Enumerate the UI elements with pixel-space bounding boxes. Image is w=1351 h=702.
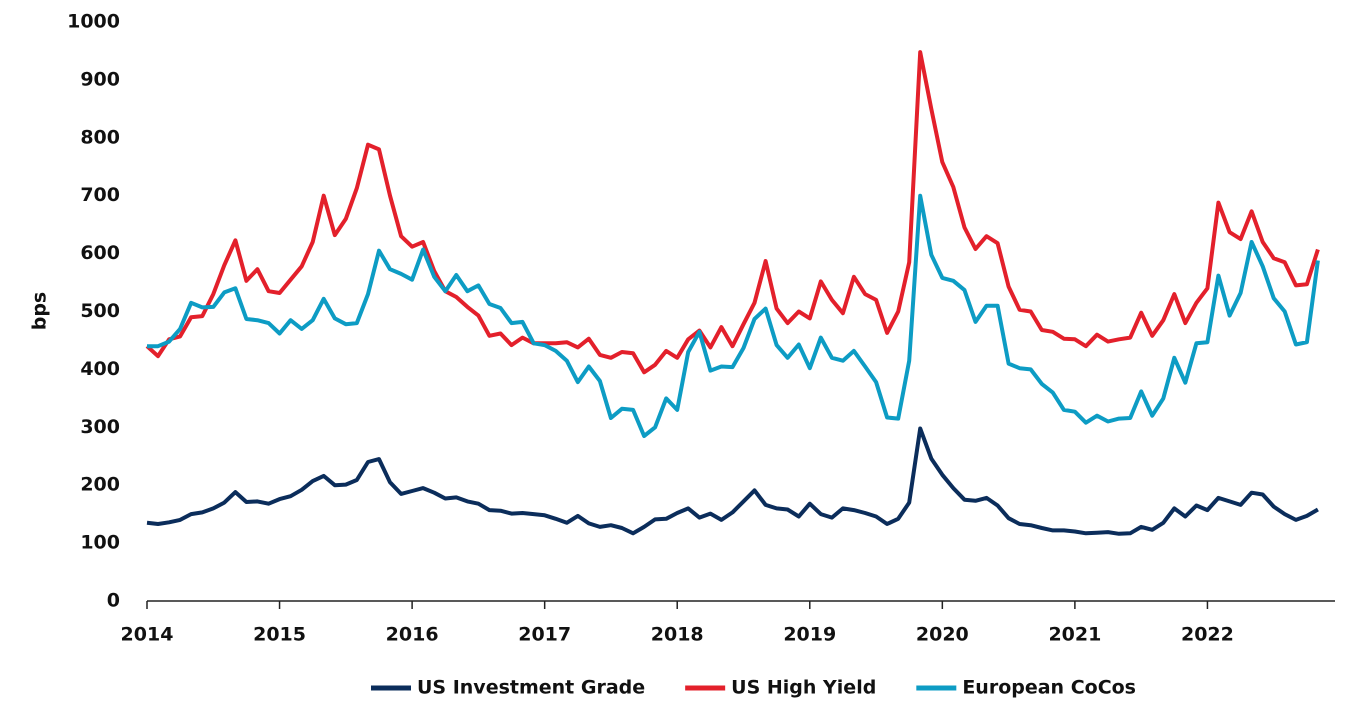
x-tick-label: 2014 — [121, 624, 174, 646]
y-axis-label: bps — [29, 292, 51, 331]
y-tick-label: 800 — [80, 126, 120, 148]
x-tick-label: 2019 — [783, 624, 836, 646]
legend-label: US High Yield — [731, 677, 876, 699]
x-tick-label: 2017 — [518, 624, 571, 646]
y-tick-label: 900 — [80, 68, 120, 90]
legend-label: European CoCos — [962, 677, 1136, 699]
y-tick-label: 100 — [80, 532, 120, 554]
y-tick-label: 500 — [80, 300, 120, 322]
y-tick-label: 1000 — [67, 11, 120, 33]
y-tick-label: 700 — [80, 184, 120, 206]
x-tick-label: 2021 — [1048, 624, 1101, 646]
line-series — [146, 426, 1319, 536]
x-tick-label: 2016 — [386, 624, 439, 646]
line-series — [147, 193, 1320, 438]
y-tick-label: 0 — [107, 590, 120, 612]
y-tick-label: 600 — [80, 242, 120, 264]
y-tick-label: 400 — [80, 358, 120, 380]
y-tick-label: 300 — [80, 416, 120, 438]
line-series — [145, 50, 1320, 375]
x-tick-label: 2020 — [916, 624, 969, 646]
x-tick-label: 2022 — [1181, 624, 1234, 646]
legend-label: US Investment Grade — [417, 677, 645, 699]
x-tick-label: 2015 — [253, 624, 306, 646]
y-tick-label: 200 — [80, 474, 120, 496]
x-tick-label: 2018 — [651, 624, 704, 646]
